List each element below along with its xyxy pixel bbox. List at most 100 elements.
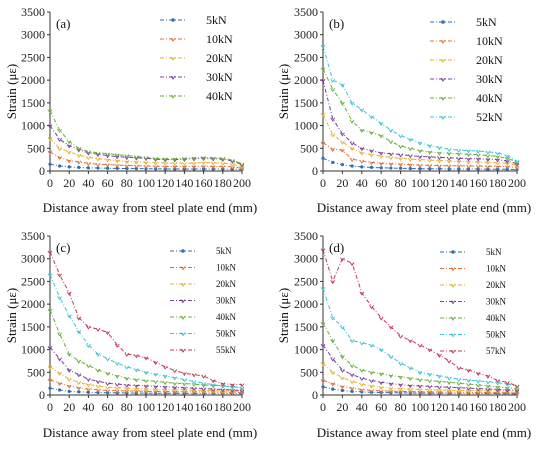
x-tick-label: 160 [469, 400, 487, 414]
data-point [320, 321, 326, 327]
data-point [349, 373, 355, 378]
data-point [369, 343, 374, 348]
data-point [162, 165, 168, 170]
y-tick-label: 2000 [294, 297, 318, 311]
data-point [105, 152, 110, 157]
series-line [49, 309, 243, 389]
data-point [220, 389, 226, 394]
data-point [504, 159, 510, 164]
legend-marker [180, 315, 186, 320]
data-point [466, 149, 471, 154]
data-point [456, 377, 462, 382]
data-point [239, 391, 245, 396]
data-point [475, 160, 481, 165]
data-point [378, 348, 384, 353]
data-point [230, 385, 235, 390]
data-point [495, 385, 500, 390]
series-line [322, 157, 518, 171]
x-tick-label: 180 [214, 400, 232, 414]
y-tick-label: 1000 [21, 343, 45, 357]
y-tick-label: 3500 [21, 229, 45, 243]
x-tick-label: 120 [430, 400, 448, 414]
data-point [47, 250, 53, 255]
data-point [105, 158, 110, 163]
data-point [230, 162, 235, 167]
data-point [57, 371, 62, 377]
data-point [466, 382, 471, 387]
data-point [134, 164, 139, 169]
data-point [466, 391, 471, 396]
series-20kN [320, 361, 520, 395]
data-point [378, 154, 384, 159]
data-point [105, 371, 110, 377]
data-point [398, 134, 403, 139]
x-tick-label: 40 [356, 176, 368, 190]
data-point [360, 165, 364, 169]
y-tick-label: 1500 [294, 320, 318, 334]
x-tick-label: 200 [233, 400, 251, 414]
legend-item: 10kN [160, 32, 233, 46]
legend-marker [170, 37, 176, 42]
data-point [514, 159, 520, 164]
legend-item: 40kN [430, 91, 503, 105]
data-point [162, 385, 168, 390]
data-point [191, 388, 197, 394]
y-tick-label: 2500 [294, 274, 318, 288]
data-point [172, 376, 178, 381]
data-point [153, 372, 158, 377]
data-point [95, 157, 101, 162]
data-point [495, 389, 500, 394]
data-point [86, 325, 91, 330]
data-point [447, 167, 451, 171]
data-point [437, 146, 442, 151]
legend-marker [451, 250, 455, 254]
data-point [485, 389, 491, 394]
data-point [399, 166, 403, 170]
data-point [437, 353, 442, 358]
legend-label: 10kN [216, 263, 237, 273]
data-point [330, 371, 336, 376]
data-point [427, 372, 433, 377]
data-point [340, 376, 345, 381]
legend-item: 20kN [440, 280, 507, 290]
legend: 5kN 10kN 20kN 30kN 40kN [160, 13, 233, 103]
series-52kN [320, 44, 520, 164]
x-tick-label: 200 [233, 176, 251, 190]
data-point [466, 368, 471, 373]
data-point [182, 378, 187, 383]
data-point [504, 391, 510, 396]
data-point [47, 109, 53, 114]
data-point [47, 378, 53, 383]
data-point [428, 167, 432, 171]
legend: 5kN 10kN 20kN 30kN 40kN 52kN [430, 15, 503, 124]
y-tick-label: 500 [300, 141, 318, 155]
data-point [407, 366, 413, 371]
data-point [437, 380, 442, 385]
data-point [476, 167, 480, 171]
x-tick-label: 0 [320, 400, 326, 414]
data-point [124, 376, 130, 382]
series-20kN [320, 112, 520, 168]
legend-label: 20kN [486, 280, 507, 290]
data-point [349, 339, 355, 344]
data-point [77, 165, 81, 169]
data-point [456, 148, 462, 153]
y-tick-label: 1000 [294, 119, 318, 133]
legend-item: 50kN [170, 329, 237, 339]
data-point [172, 165, 178, 170]
data-point [504, 388, 510, 393]
data-point [417, 384, 423, 389]
data-point [201, 381, 206, 387]
data-point [143, 384, 149, 389]
data-point [388, 382, 394, 387]
x-axis-label: Distance away from steel plate end (mm) [43, 200, 257, 215]
data-point [143, 156, 149, 161]
x-tick-label: 140 [175, 400, 193, 414]
data-point [182, 157, 187, 162]
data-point [350, 389, 354, 393]
data-point [475, 371, 481, 377]
legend-item: 10kN [430, 34, 503, 48]
data-point [191, 373, 197, 378]
data-point [427, 388, 433, 393]
data-point [320, 361, 326, 367]
